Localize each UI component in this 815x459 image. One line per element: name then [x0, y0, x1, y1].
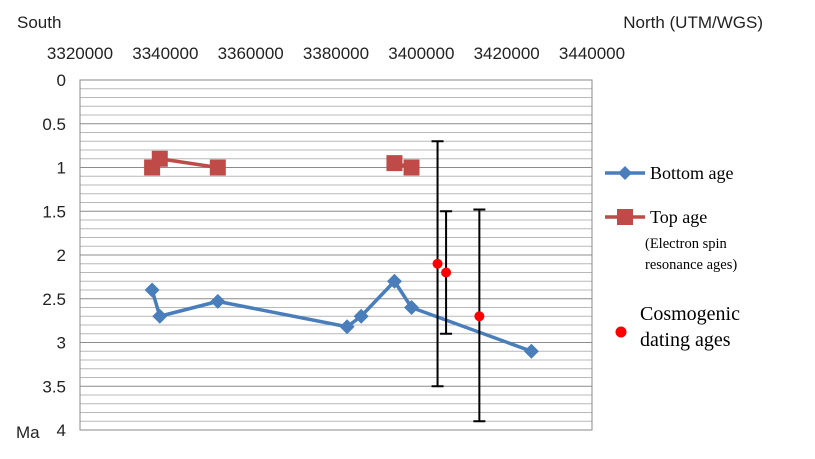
y-tick-label: 1 [57, 159, 66, 178]
cosmogenic-point [441, 267, 452, 278]
y-tick-label: 4 [57, 421, 66, 440]
legend-top-age-note: (Electron spin resonance ages) [645, 236, 738, 273]
x-tick-label: 3440000 [559, 44, 625, 63]
top-age-point [151, 150, 168, 167]
bottom-age-point [339, 319, 355, 335]
north-label: North (UTM/WGS) [623, 13, 763, 32]
y-tick-label: 3 [57, 334, 66, 353]
x-tick-label: 3340000 [132, 44, 198, 63]
series-layer [144, 140, 539, 423]
legend-cosmogenic-marker [615, 326, 627, 338]
legend-bottom-age-label: Bottom age [650, 163, 734, 183]
cosmogenic-point [474, 311, 485, 322]
bottom-age-point [353, 308, 369, 324]
plot-area [79, 79, 593, 431]
x-tick-label: 3380000 [303, 44, 369, 63]
y-tick-label: 2 [57, 246, 66, 265]
y-tick-label: 2.5 [42, 290, 66, 309]
y-tick-label: 0 [57, 71, 66, 90]
bottom-age-point [523, 343, 539, 359]
cosmogenic-point [432, 258, 443, 269]
legend-bottom-age-marker [618, 166, 632, 180]
x-tick-labels: 3320000 3340000 3360000 3380000 3400000 34200… [47, 44, 625, 63]
legend-cosmogenic-label-box: Cosmogenic dating ages [640, 303, 740, 351]
bottom-age-point [386, 273, 402, 289]
bottom-age-point [210, 293, 226, 309]
legend-top-age-note-box: (Electron spin resonance ages) [645, 236, 738, 273]
legend-top-age-label: Top age [650, 207, 707, 227]
x-tick-label: 3400000 [388, 44, 454, 63]
x-tick-label: 3360000 [218, 44, 284, 63]
bottom-age-point [144, 282, 160, 298]
legend-cosmogenic-label: Cosmogenic dating ages [640, 303, 740, 351]
y-tick-label: 3.5 [42, 377, 66, 396]
y-tick-labels: 0 0.5 1 1.5 2 2.5 3 3.5 4 [42, 71, 66, 440]
top-age-point [209, 159, 226, 176]
y-tick-label: 1.5 [42, 202, 66, 221]
bottom-age-point [152, 308, 168, 324]
top-age-point [403, 159, 420, 176]
grid-lines [80, 88, 592, 422]
y-tick-label: 0.5 [42, 115, 66, 134]
bottom-age-point [404, 300, 420, 315]
x-tick-label: 3320000 [47, 44, 113, 63]
legend-top-age-marker [617, 209, 633, 225]
top-age-point [386, 155, 403, 172]
x-tick-label: 3420000 [474, 44, 540, 63]
legend: Bottom age Top age (Electron spin resona… [605, 163, 740, 351]
south-label: South [17, 13, 61, 32]
y-unit-label: Ma [16, 423, 40, 442]
